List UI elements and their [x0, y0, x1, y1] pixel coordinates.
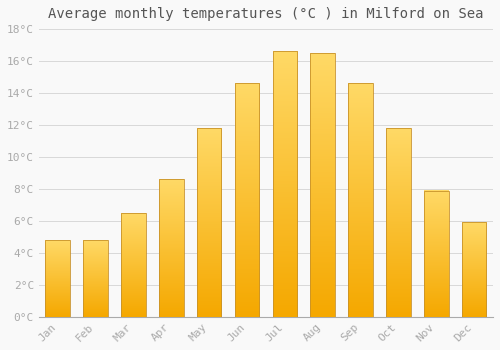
Bar: [424, 190, 448, 317]
Bar: [234, 83, 260, 317]
Bar: [46, 240, 70, 317]
Bar: [84, 240, 108, 317]
Bar: [310, 53, 335, 317]
Bar: [348, 83, 373, 317]
Bar: [272, 51, 297, 317]
Bar: [159, 179, 184, 317]
Bar: [462, 223, 486, 317]
Title: Average monthly temperatures (°C ) in Milford on Sea: Average monthly temperatures (°C ) in Mi…: [48, 7, 484, 21]
Bar: [197, 128, 222, 317]
Bar: [386, 128, 410, 317]
Bar: [121, 213, 146, 317]
